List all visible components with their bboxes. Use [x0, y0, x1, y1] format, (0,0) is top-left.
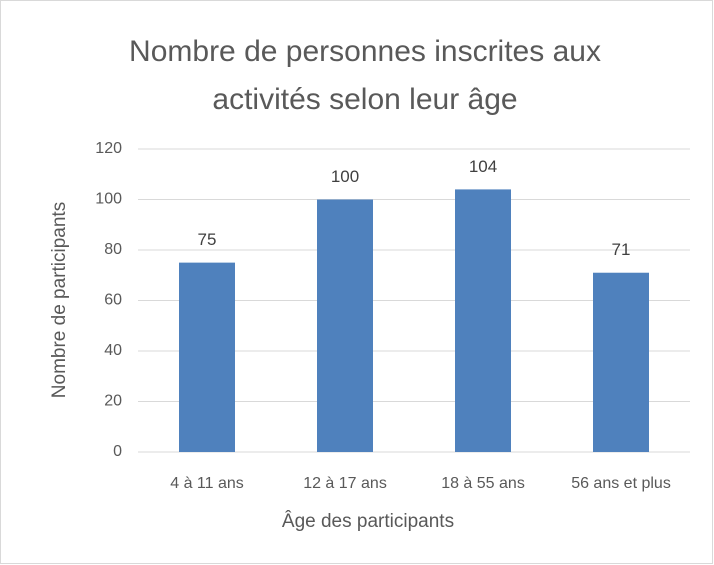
bar — [317, 199, 373, 452]
bar — [179, 262, 235, 452]
data-label: 100 — [331, 167, 359, 186]
bar — [455, 189, 511, 452]
data-label: 104 — [469, 157, 497, 176]
data-label: 75 — [198, 230, 217, 249]
y-tick-label: 20 — [104, 393, 122, 410]
y-tick-label: 80 — [104, 241, 122, 258]
y-tick-label: 120 — [95, 140, 122, 157]
y-axis-title: Nombre de participants — [49, 202, 70, 398]
x-tick-label: 18 à 55 ans — [441, 475, 525, 492]
y-tick-label: 0 — [113, 443, 122, 460]
data-label: 71 — [612, 240, 631, 259]
x-tick-label: 12 à 17 ans — [303, 475, 387, 492]
x-tick-label: 4 à 11 ans — [170, 475, 244, 492]
y-tick-label: 60 — [104, 292, 122, 309]
y-tick-label: 40 — [104, 342, 122, 359]
x-axis-title: Âge des participants — [282, 510, 454, 532]
chart-title: Nombre de personnes inscrites aux activi… — [129, 35, 601, 116]
bar — [593, 272, 649, 452]
y-tick-label: 100 — [95, 191, 122, 208]
x-tick-label: 56 ans et plus — [571, 475, 671, 492]
